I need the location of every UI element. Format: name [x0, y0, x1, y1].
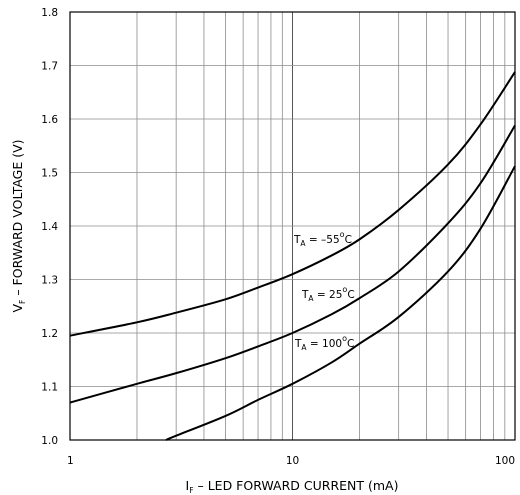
y-tick-label: 1.0 [41, 435, 58, 447]
series-line [69, 124, 516, 404]
y-tick-label: 1.6 [41, 114, 58, 126]
y-tick-labels: 1.0 1.1 1.2 1.3 1.4 1.5 1.6 1.7 1.8 [41, 7, 58, 447]
grid [70, 11, 515, 441]
y-tick-label: 1.8 [41, 7, 58, 19]
x-axis-title: IF – LED FORWARD CURRENT (mA) [186, 478, 399, 495]
series-label: TA = 25oC [301, 285, 355, 303]
series-labels: TA = –55oC TA = 25oC TA = 100oC [293, 230, 355, 352]
x-tick-labels: 1 10 100 [67, 455, 515, 467]
y-tick-label: 1.3 [41, 275, 58, 287]
series-line [165, 165, 516, 441]
series-lines [69, 71, 516, 441]
series-line [69, 71, 516, 337]
series-label: TA = –55oC [293, 230, 352, 248]
x-tick-label: 1 [67, 455, 74, 467]
y-tick-label: 1.2 [41, 328, 58, 340]
x-tick-label: 10 [286, 455, 299, 467]
y-tick-label: 1.1 [41, 382, 58, 394]
series-label: TA = 100oC [294, 334, 354, 352]
y-axis-title: VF – FORWARD VOLTAGE (V) [10, 139, 27, 312]
y-tick-label: 1.5 [41, 168, 58, 180]
x-tick-label: 100 [495, 455, 515, 467]
y-tick-label: 1.4 [41, 221, 58, 233]
y-tick-label: 1.7 [41, 61, 58, 73]
plot-frame [69, 11, 516, 441]
